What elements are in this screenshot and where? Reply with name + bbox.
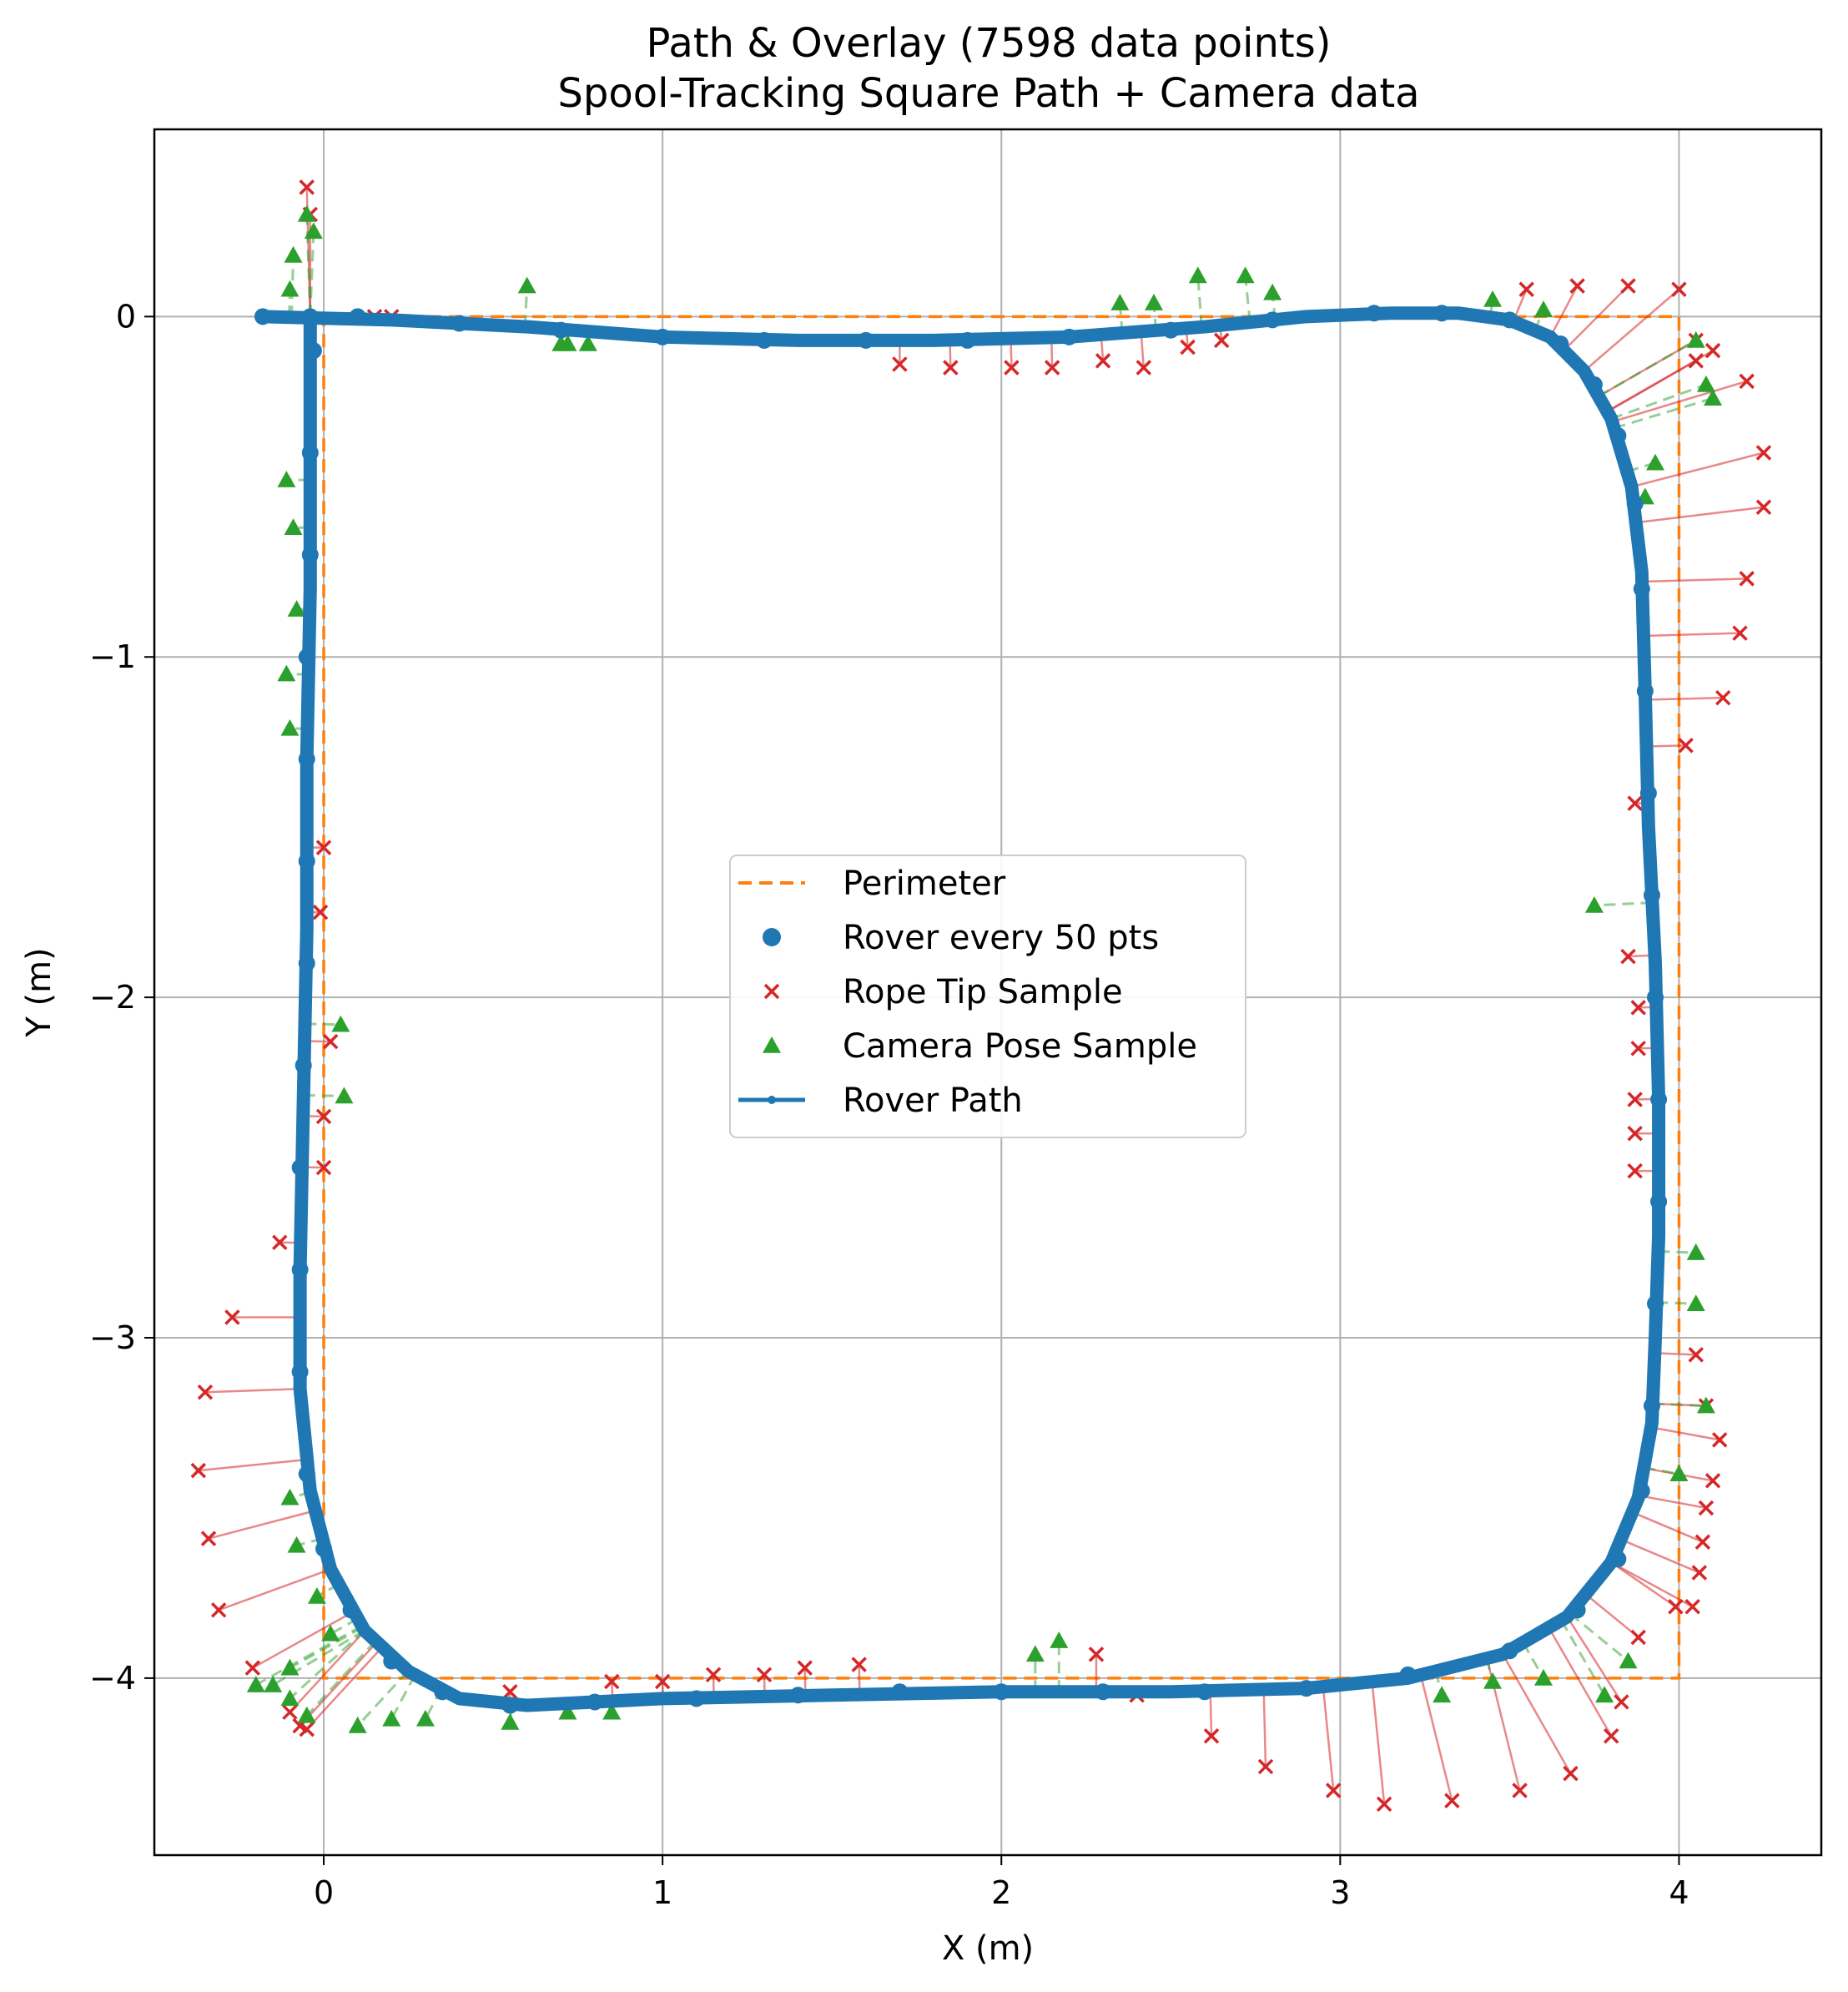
rover-dot [1650, 1091, 1667, 1107]
rover-dot [299, 751, 315, 768]
rover-dot [302, 444, 319, 461]
rover-dot [299, 853, 315, 870]
rover-dot [1627, 496, 1644, 512]
legend-label: Camera Pose Sample [843, 1027, 1197, 1066]
y-tick-label: 0 [116, 298, 136, 335]
y-tick-label: −3 [89, 1319, 136, 1356]
rover-dot [587, 1693, 603, 1710]
rover-dot [891, 1683, 908, 1700]
chart-title: Path & Overlay (7598 data points) [647, 20, 1332, 67]
rover-dot [993, 1683, 1010, 1700]
x-tick-label: 0 [314, 1874, 334, 1911]
rover-dot [1586, 376, 1603, 393]
rover-dot [1637, 683, 1654, 699]
y-axis-label: Y (m) [20, 947, 58, 1037]
rover-dot [1634, 581, 1650, 598]
rover-dot [302, 547, 319, 563]
rover-dot [295, 1057, 312, 1074]
rover-dot [299, 648, 315, 665]
rover-dot [1400, 1667, 1417, 1683]
rover-dot [1647, 1295, 1664, 1312]
rover-dot [1650, 1193, 1667, 1210]
rover-dot [654, 329, 671, 345]
rover-dot [1501, 311, 1518, 328]
rover-dot [1647, 989, 1664, 1006]
legend-swatch-rover-path-dot [768, 1096, 776, 1104]
rover-dot [1609, 427, 1626, 444]
x-tick-label: 2 [991, 1874, 1011, 1911]
legend-label: Rover every 50 pts [843, 919, 1159, 957]
rover-dot [959, 332, 976, 349]
rover-dot [254, 308, 271, 325]
chart-subtitle: Spool-Tracking Square Path + Camera data [557, 70, 1419, 117]
legend-swatch-rover-dots [763, 928, 781, 946]
rover-dot [299, 1465, 315, 1482]
legend-label: Rover Path [843, 1082, 1023, 1120]
rover-dot [1609, 1551, 1626, 1567]
y-tick-label: −1 [89, 638, 136, 675]
rover-dot [1634, 1483, 1650, 1500]
y-tick-label: −2 [89, 979, 136, 1016]
rover-dot [1264, 311, 1281, 328]
rover-dot [552, 322, 569, 339]
rover-dot [434, 1683, 451, 1700]
x-axis-label: X (m) [942, 1929, 1034, 1968]
rover-dot [790, 1687, 807, 1703]
rover-dot [858, 332, 874, 349]
rover-dot [1552, 335, 1569, 352]
x-tick-label: 1 [652, 1874, 672, 1911]
rover-dot [305, 342, 322, 359]
y-tick-label: −4 [89, 1660, 136, 1697]
rover-dot [1433, 305, 1450, 321]
legend: Perimeter Rover every 50 pts Rope Tip Samp… [730, 855, 1246, 1137]
rover-dot [292, 1364, 309, 1380]
rover-dot [315, 1541, 332, 1557]
rover-dot [299, 955, 315, 971]
rover-dot [756, 332, 773, 349]
rover-dot [343, 1601, 360, 1618]
rover-dot [1298, 1680, 1315, 1697]
rover-dot [1569, 1601, 1586, 1618]
rover-dot [1644, 1398, 1660, 1415]
rover-dot [501, 1697, 518, 1714]
rover-dot [302, 308, 319, 325]
rover-dot [1060, 329, 1077, 345]
rover-dot [1366, 305, 1382, 321]
legend-label: Rope Tip Sample [843, 973, 1123, 1011]
rover-dot [1644, 887, 1660, 904]
rover-dot [451, 315, 467, 331]
rover-dot [350, 308, 366, 325]
rover-dot [292, 1261, 309, 1278]
rover-dot [1640, 784, 1657, 801]
rover-dot [1162, 322, 1179, 339]
rover-dot [1196, 1683, 1213, 1700]
legend-label: Perimeter [843, 865, 1006, 903]
rover-dot [1501, 1642, 1518, 1659]
x-tick-label: 4 [1669, 1874, 1689, 1911]
rover-dot [383, 1653, 400, 1670]
rover-dot [292, 1159, 309, 1176]
rover-dot [688, 1690, 705, 1707]
rover-dot [1095, 1683, 1111, 1700]
x-tick-label: 3 [1330, 1874, 1350, 1911]
